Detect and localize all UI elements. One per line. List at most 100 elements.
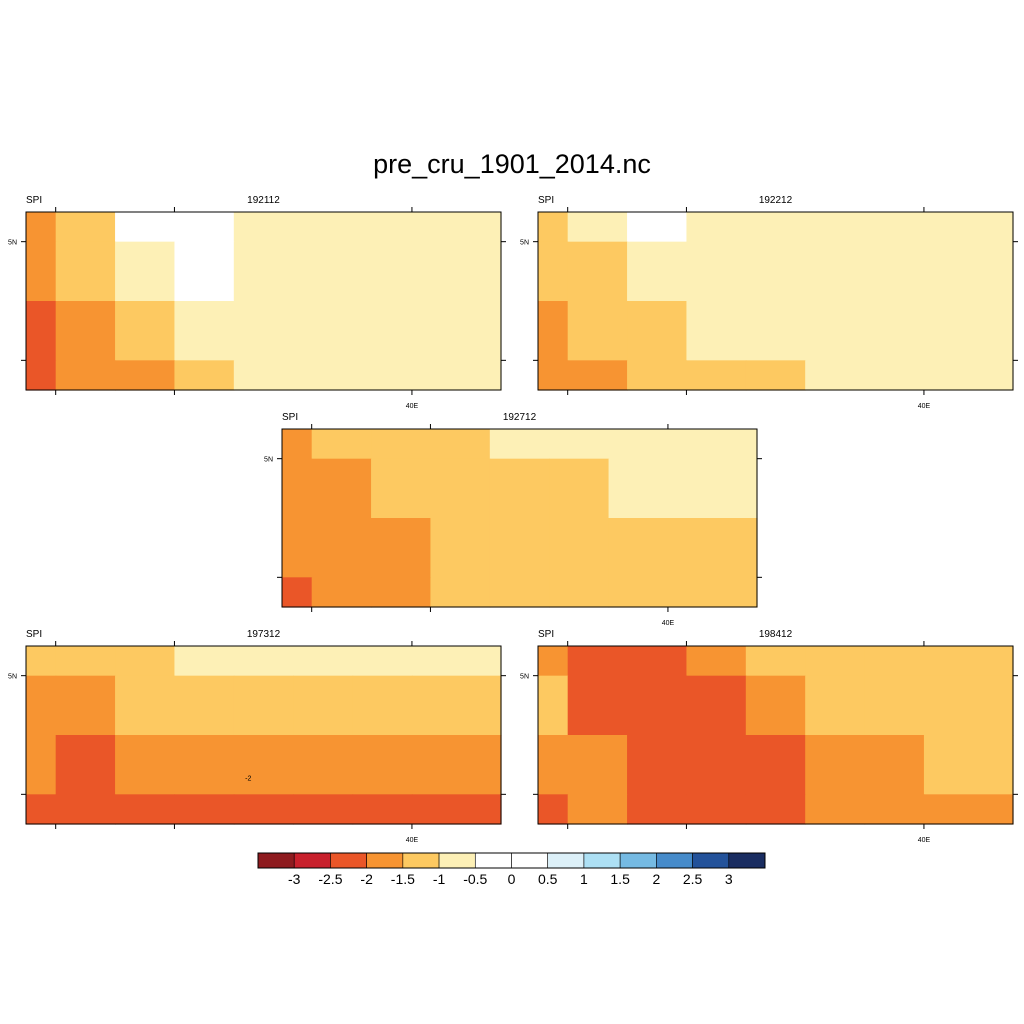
- heatmap-cell: [627, 794, 688, 825]
- heatmap-cell: [411, 794, 502, 825]
- panel-left-string: SPI: [538, 195, 554, 206]
- heatmap-cell: [233, 675, 294, 736]
- heatmap-cell: [26, 646, 57, 677]
- colorbar-label: 3: [725, 871, 733, 887]
- colorbar-swatch: [656, 852, 693, 869]
- colorbar-swatch: [402, 852, 440, 869]
- panel-left-string: SPI: [26, 629, 42, 640]
- heatmap-cell: [686, 241, 747, 302]
- colorbar: -3 -2.5 -2 -1.5 -1 -0.5 0 0.5 1 1.5 2 2.5 3: [257, 852, 766, 887]
- heatmap-cell: [233, 212, 294, 243]
- heatmap-cell: [608, 577, 669, 608]
- heatmap-cell: [864, 794, 925, 825]
- heatmap-cell: [686, 735, 747, 795]
- heatmap-cell: [627, 675, 688, 736]
- heatmap-cell: [489, 518, 550, 578]
- panel-center-string: 192112: [247, 195, 280, 206]
- colorbar-label: -1: [433, 871, 446, 887]
- heatmap-cell: [567, 212, 628, 243]
- colorbar-label: -2.5: [318, 871, 342, 887]
- heatmap-cell: [293, 646, 354, 677]
- heatmap-cell: [352, 241, 413, 302]
- heatmap-cell: [805, 301, 866, 361]
- colorbar-label: 1.5: [610, 871, 630, 887]
- heatmap-cell: [923, 675, 1014, 736]
- y-tick-label: 5N: [264, 457, 273, 464]
- colorbar-swatch: [293, 852, 331, 869]
- heatmap-cell: [567, 794, 628, 825]
- heatmap-cell: [174, 646, 235, 677]
- heatmap-cell: [923, 360, 1014, 391]
- heatmap-cell: [608, 518, 669, 578]
- heatmap-cell: [430, 518, 491, 578]
- heatmap-cell: [411, 360, 502, 391]
- colorbar-swatch: [474, 852, 512, 869]
- colorbar-label: -2: [360, 871, 373, 887]
- heatmap-cell: [745, 241, 806, 302]
- heatmap-cell: [538, 241, 569, 302]
- heatmap-cell: [174, 212, 235, 243]
- heatmap-cell: [805, 360, 866, 391]
- heatmap-cell: [55, 735, 116, 795]
- plot-frame: [25, 645, 502, 825]
- heatmap-cell: [608, 429, 669, 460]
- heatmap-cell: [26, 794, 57, 825]
- heatmap-cell: [489, 577, 550, 608]
- heatmap-cell: [805, 675, 866, 736]
- colorbar-swatch: [583, 852, 621, 869]
- heatmap-cell: [923, 301, 1014, 361]
- figure-title: pre_cru_1901_2014.nc: [373, 149, 651, 179]
- heatmap-cell: [311, 458, 372, 519]
- heatmap-cell: [352, 794, 413, 825]
- heatmap-cell: [686, 794, 747, 825]
- colorbar-swatch: [728, 852, 766, 869]
- heatmap-cell: [26, 735, 57, 795]
- heatmap-cell: [667, 577, 758, 608]
- heatmap-cell: [745, 360, 806, 391]
- colorbar-label: 0.5: [538, 871, 558, 887]
- plot-frame: [537, 211, 1014, 391]
- colorbar-swatch: [438, 852, 476, 869]
- heatmap-cell: [411, 735, 502, 795]
- heatmap-cell: [293, 675, 354, 736]
- heatmap-cell: [745, 212, 806, 243]
- heatmap-cell: [55, 675, 116, 736]
- heatmap-cell: [538, 794, 569, 825]
- heatmap-cell: [627, 212, 688, 243]
- heatmap-cell: [174, 735, 235, 795]
- heatmap-panel-197312: SPI 197312 40E 5N -2: [8, 629, 506, 844]
- heatmap-cell: [627, 360, 688, 391]
- panel-left-string: SPI: [282, 412, 298, 423]
- colorbar-label: 1: [580, 871, 588, 887]
- heatmap-panel-198412: SPI 198412 40E 5N: [520, 629, 1018, 844]
- heatmap-cell: [567, 675, 628, 736]
- colorbar-swatch: [330, 852, 367, 869]
- heatmap-cell: [233, 794, 294, 825]
- panel-left-string: SPI: [26, 195, 42, 206]
- heatmap-cell: [371, 518, 432, 578]
- heatmap-cell: [115, 675, 176, 736]
- heatmap-cell: [745, 646, 806, 677]
- heatmap-cell: [55, 794, 116, 825]
- heatmap-cell: [923, 241, 1014, 302]
- heatmap-cell: [549, 458, 610, 519]
- heatmap-cell: [627, 301, 688, 361]
- heatmap-cell: [352, 735, 413, 795]
- heatmap-cell: [371, 458, 432, 519]
- heatmap-cell: [174, 675, 235, 736]
- heatmap-cell: [430, 577, 491, 608]
- heatmap-cell: [26, 675, 57, 736]
- colorbar-label: 2: [652, 871, 660, 887]
- heatmap-cell: [686, 301, 747, 361]
- heatmap-cell: [293, 794, 354, 825]
- heatmap-cell: [923, 735, 1014, 795]
- heatmap-cell: [745, 301, 806, 361]
- heatmap-cell: [352, 212, 413, 243]
- heatmap-cell: [115, 735, 176, 795]
- heatmap-cell: [567, 735, 628, 795]
- heatmap-cell: [311, 518, 372, 578]
- x-tick-label: 40E: [406, 837, 419, 844]
- heatmap-cell: [233, 646, 294, 677]
- heatmap-cell: [174, 301, 235, 361]
